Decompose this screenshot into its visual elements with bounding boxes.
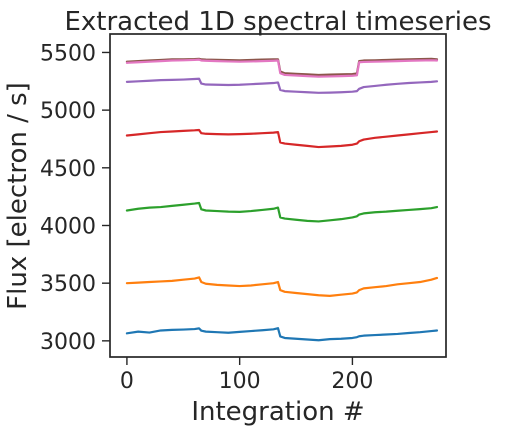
plot-area: 0 100 200 3000 3500 4000 4500 5000 5500 [40, 33, 447, 394]
x-tick-label: 0 [120, 369, 134, 394]
x-tick-label: 200 [331, 369, 373, 394]
series-group [125, 57, 439, 342]
plot-frame [109, 33, 447, 358]
series-line-5 [125, 77, 439, 94]
y-tick-label: 5000 [40, 99, 96, 124]
series-line-2 [125, 276, 439, 297]
y-tick-label: 4500 [40, 157, 96, 182]
x-axis-label: Integration # [191, 397, 364, 427]
series-line-3 [125, 201, 439, 223]
series-line-1 [125, 327, 439, 342]
x-tick-label: 100 [219, 369, 261, 394]
y-tick-label: 4000 [40, 214, 96, 239]
series-line-4 [125, 128, 439, 149]
y-tick-label: 3500 [40, 272, 96, 297]
axes-group: 0 100 200 3000 3500 4000 4500 5000 5500 [40, 33, 447, 394]
series-line-7 [125, 58, 439, 78]
y-axis-label: Flux [electron / s] [3, 82, 33, 310]
y-tick-label: 5500 [40, 41, 96, 66]
chart-title: Extracted 1D spectral timeseries [64, 7, 491, 37]
y-tick-label: 3000 [40, 330, 96, 355]
